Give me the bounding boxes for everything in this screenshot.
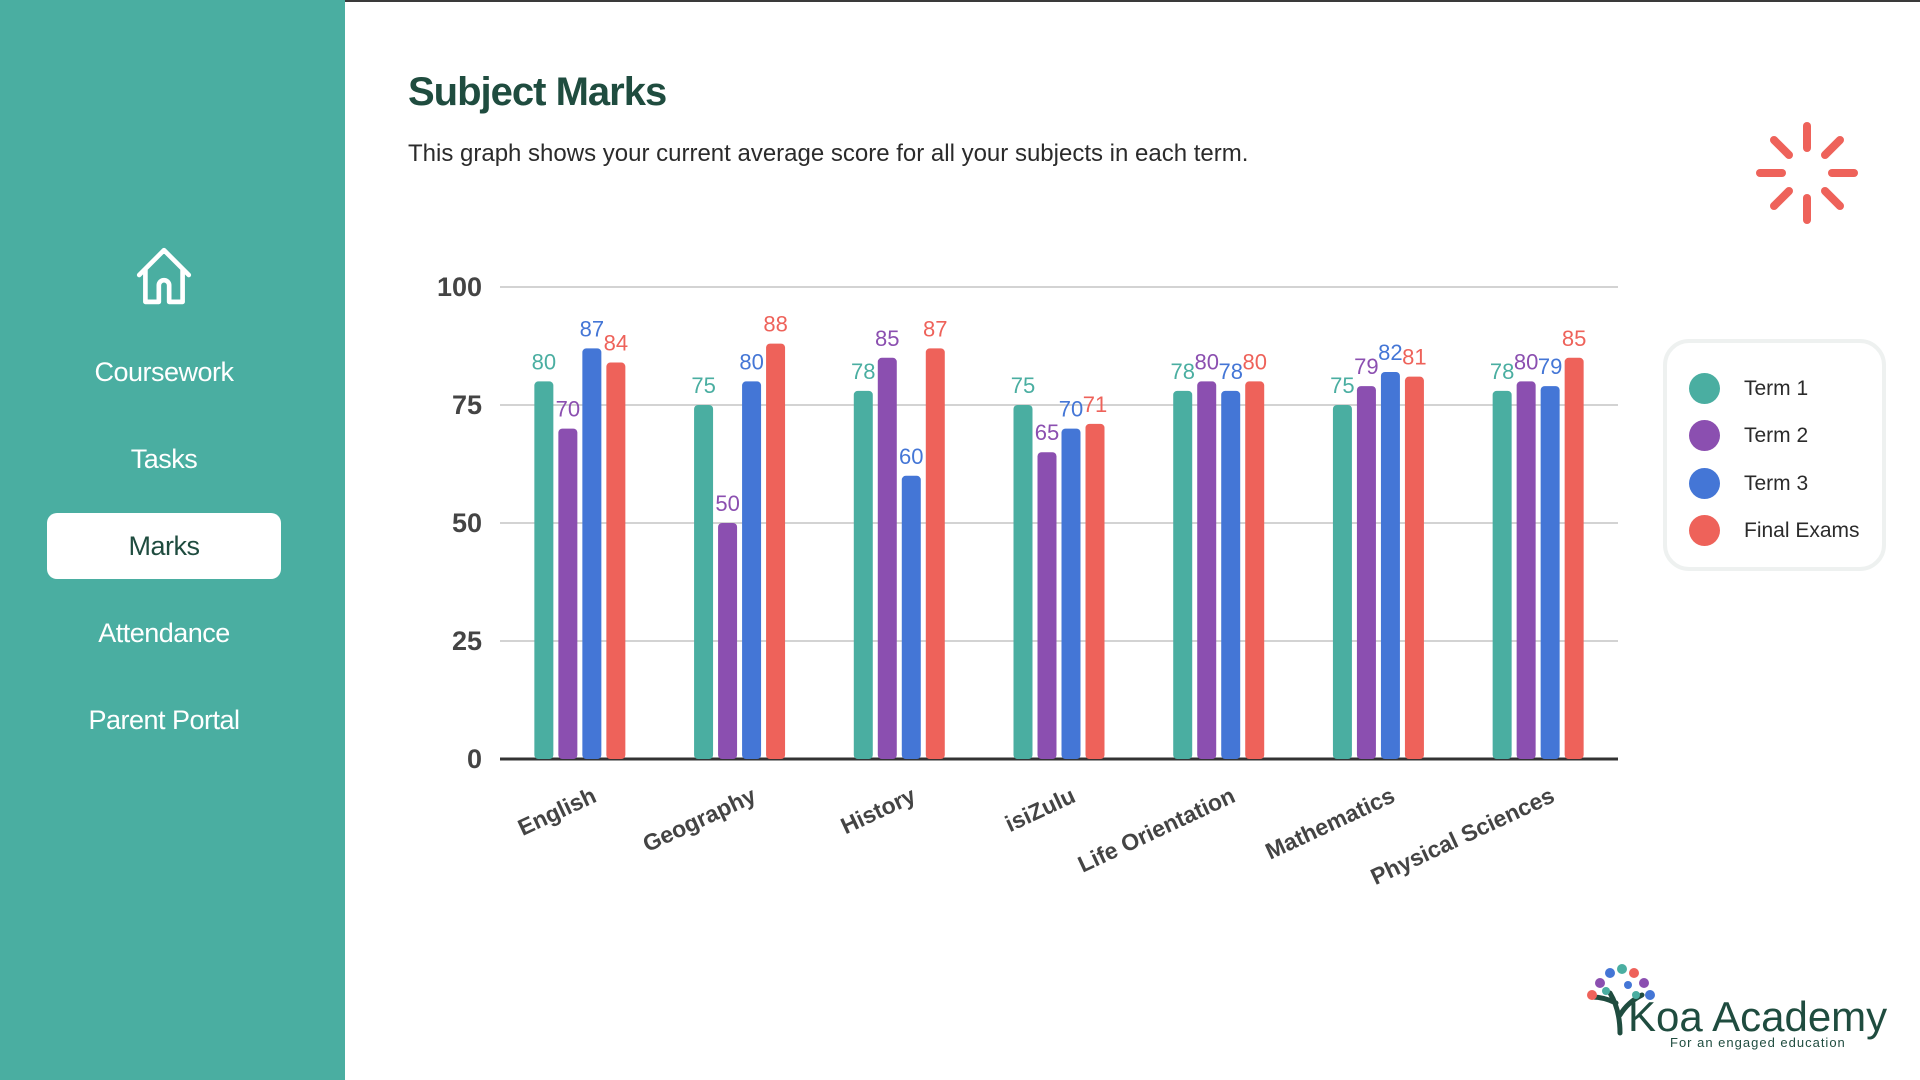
bar bbox=[901, 475, 921, 759]
y-tick-label: 75 bbox=[452, 390, 482, 420]
bar bbox=[1404, 376, 1424, 759]
data-label: 60 bbox=[899, 444, 923, 469]
nav-item-tasks[interactable]: Tasks bbox=[130, 443, 198, 474]
y-tick-label: 0 bbox=[467, 744, 482, 774]
data-label: 87 bbox=[580, 316, 604, 341]
data-label: 70 bbox=[556, 397, 580, 422]
bar bbox=[606, 362, 626, 759]
x-tick-label: Life Orientation bbox=[1074, 782, 1239, 877]
data-label: 79 bbox=[1354, 354, 1378, 379]
bar bbox=[718, 523, 738, 759]
bar bbox=[1516, 381, 1536, 759]
bar bbox=[1564, 357, 1584, 759]
legend-label: Term 3 bbox=[1744, 471, 1809, 495]
legend-label: Term 2 bbox=[1744, 423, 1809, 447]
data-label: 78 bbox=[851, 359, 875, 384]
page-title: Subject Marks bbox=[408, 70, 667, 114]
bar bbox=[694, 405, 714, 759]
bar bbox=[1540, 386, 1560, 759]
subject-marks-chart: 025507510080708784English75508088Geograp… bbox=[437, 272, 1618, 890]
data-label: 85 bbox=[875, 326, 899, 351]
bar bbox=[1356, 386, 1376, 759]
data-label: 75 bbox=[691, 373, 715, 398]
logo-tagline: For an engaged education bbox=[1670, 1035, 1846, 1050]
y-tick-label: 25 bbox=[452, 626, 482, 656]
bar bbox=[1332, 405, 1352, 759]
bar bbox=[1245, 381, 1265, 759]
bar bbox=[1173, 390, 1193, 759]
bar bbox=[1197, 381, 1217, 759]
data-label: 80 bbox=[739, 349, 763, 374]
koa-tree-logo-icon bbox=[1587, 964, 1655, 1036]
page-subtitle: This graph shows your current average sc… bbox=[408, 140, 1249, 167]
bar bbox=[1061, 428, 1081, 759]
legend-item-term-1: Term 1 bbox=[1689, 373, 1808, 404]
data-label: 79 bbox=[1538, 354, 1562, 379]
bar bbox=[1085, 423, 1105, 759]
bar bbox=[1221, 390, 1241, 759]
nav-item-parent-portal[interactable]: Parent Portal bbox=[88, 704, 240, 735]
data-label: 75 bbox=[1011, 373, 1035, 398]
data-label: 71 bbox=[1083, 392, 1107, 417]
home-icon[interactable] bbox=[133, 244, 195, 306]
data-label: 65 bbox=[1035, 420, 1059, 445]
data-label: 85 bbox=[1562, 326, 1586, 351]
bar bbox=[925, 348, 945, 759]
x-tick-label: English bbox=[514, 782, 600, 841]
data-label: 80 bbox=[1514, 349, 1538, 374]
legend-swatch bbox=[1689, 373, 1720, 404]
x-tick-label: History bbox=[837, 782, 920, 839]
data-label: 50 bbox=[715, 491, 739, 516]
bar bbox=[558, 428, 578, 759]
data-label: 80 bbox=[1194, 349, 1218, 374]
bar bbox=[1037, 452, 1057, 759]
y-tick-label: 100 bbox=[437, 272, 482, 302]
x-tick-label: Mathematics bbox=[1261, 782, 1398, 864]
legend-label: Term 1 bbox=[1744, 376, 1809, 400]
bar bbox=[877, 357, 897, 759]
bar bbox=[853, 390, 873, 759]
data-label: 84 bbox=[604, 331, 628, 356]
x-tick-label: isiZulu bbox=[1001, 782, 1079, 837]
data-label: 87 bbox=[923, 316, 947, 341]
sunburst-icon bbox=[1756, 122, 1858, 224]
legend-swatch bbox=[1689, 420, 1720, 451]
x-tick-label: Physical Sciences bbox=[1366, 782, 1558, 890]
koa-academy-logo: Koa Academy For an engaged education bbox=[1587, 964, 1887, 1050]
sidebar: Coursework Tasks Marks Attendance Parent… bbox=[0, 0, 345, 1080]
bar bbox=[766, 343, 786, 759]
data-label: 82 bbox=[1378, 340, 1402, 365]
top-border bbox=[0, 0, 1920, 2]
bar bbox=[1380, 371, 1400, 759]
data-label: 78 bbox=[1490, 359, 1514, 384]
data-label: 70 bbox=[1059, 397, 1083, 422]
legend-item-term-3: Term 3 bbox=[1689, 468, 1808, 499]
nav-item-coursework[interactable]: Coursework bbox=[94, 356, 234, 387]
bar bbox=[1492, 390, 1512, 759]
bar bbox=[742, 381, 762, 759]
data-label: 75 bbox=[1330, 373, 1354, 398]
legend-item-final-exams: Final Exams bbox=[1689, 515, 1860, 546]
nav-item-attendance[interactable]: Attendance bbox=[98, 617, 230, 648]
data-label: 80 bbox=[1242, 349, 1266, 374]
data-label: 80 bbox=[532, 349, 556, 374]
bar bbox=[1013, 405, 1033, 759]
legend-item-term-2: Term 2 bbox=[1689, 420, 1808, 451]
data-label: 78 bbox=[1218, 359, 1242, 384]
y-tick-label: 50 bbox=[452, 508, 482, 538]
data-label: 81 bbox=[1402, 345, 1426, 370]
legend-label: Final Exams bbox=[1744, 518, 1860, 542]
logo-wordmark: Koa Academy bbox=[1628, 993, 1887, 1040]
legend-swatch bbox=[1689, 468, 1720, 499]
chart-legend: Term 1 Term 2 Term 3 Final Exams bbox=[1663, 339, 1886, 571]
data-label: 88 bbox=[763, 312, 787, 337]
legend-swatch bbox=[1689, 515, 1720, 546]
nav-item-marks[interactable]: Marks bbox=[47, 513, 281, 579]
x-tick-label: Geography bbox=[639, 782, 760, 857]
bar bbox=[534, 381, 554, 759]
bar bbox=[582, 348, 602, 759]
data-label: 78 bbox=[1170, 359, 1194, 384]
